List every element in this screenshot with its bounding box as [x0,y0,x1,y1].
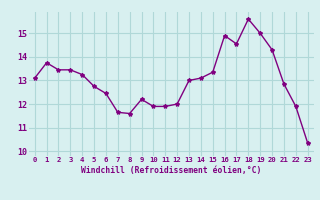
X-axis label: Windchill (Refroidissement éolien,°C): Windchill (Refroidissement éolien,°C) [81,166,261,175]
